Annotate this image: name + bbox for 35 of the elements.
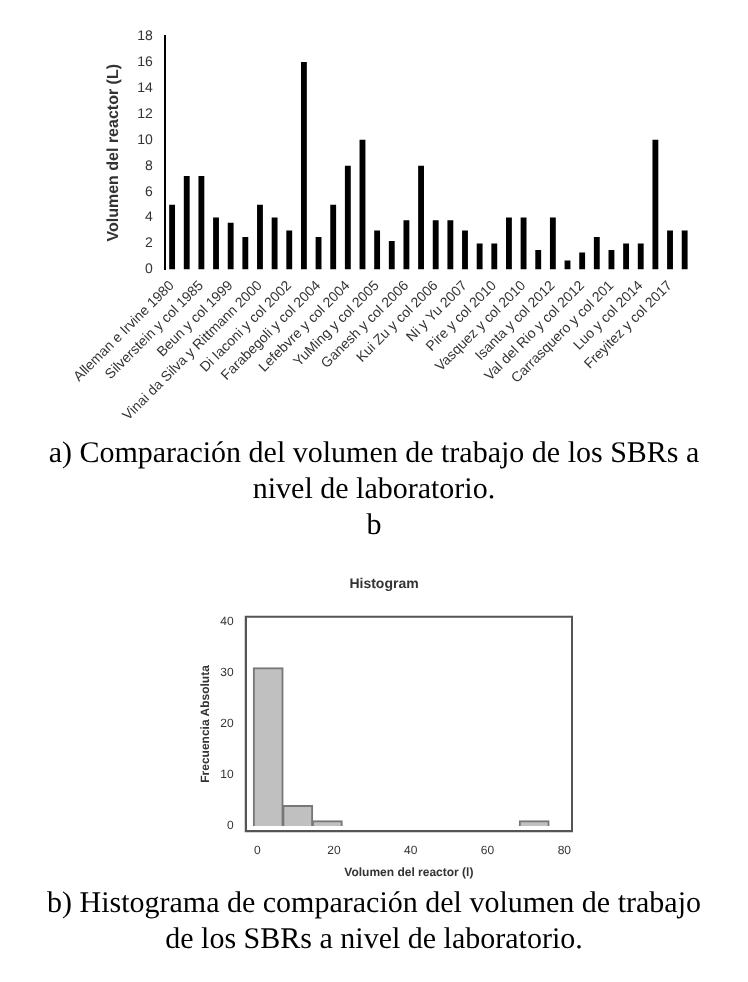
bar [506, 217, 512, 270]
y-axis-title: Volumen del reactor (L) [104, 63, 123, 242]
bar [476, 243, 483, 270]
bar [681, 230, 688, 270]
bar [593, 237, 600, 270]
bar [271, 217, 278, 270]
text: a) Comparación del volumen de trabajo de los SBRs a nivel de laboratorio. [46, 436, 702, 508]
bar [286, 230, 293, 270]
text: b) Histograma de comparación del volumen de trabajo de los SBRs a nivel de laboratorio. [45, 886, 703, 958]
bar [652, 139, 659, 270]
bar [242, 237, 249, 270]
bar [637, 243, 644, 270]
text: b [364, 508, 384, 544]
bar [549, 217, 556, 270]
bar [183, 176, 190, 270]
bar [667, 230, 673, 270]
bar [300, 61, 307, 270]
bar [447, 220, 454, 270]
bar [344, 165, 351, 270]
bar [579, 252, 586, 270]
bar [257, 204, 263, 270]
bar [330, 204, 337, 270]
bar [623, 243, 630, 270]
bar [462, 230, 468, 270]
bar [491, 243, 498, 270]
bar [374, 230, 381, 270]
bar [198, 176, 205, 270]
bar [520, 217, 527, 270]
bar [535, 250, 542, 270]
bar [418, 165, 424, 270]
bar [227, 222, 234, 270]
bar [213, 217, 219, 270]
bar [388, 240, 395, 270]
bar [432, 220, 439, 270]
bar [403, 220, 410, 270]
